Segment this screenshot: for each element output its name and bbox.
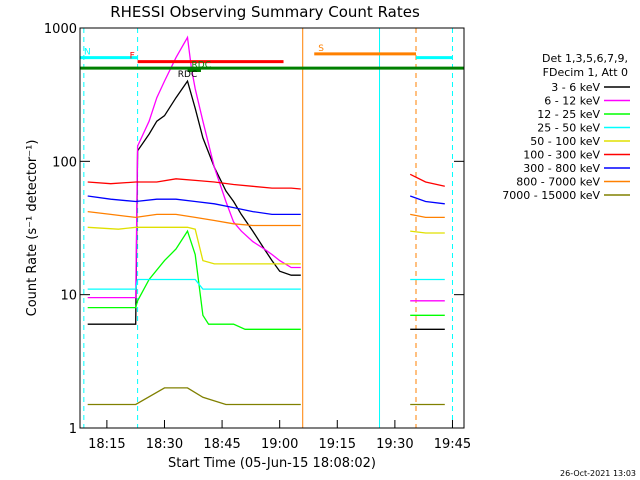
chart-title: RHESSI Observing Summary Count Rates xyxy=(110,3,420,21)
y-axis-label: Count Rate (s⁻¹ detector⁻¹) xyxy=(25,140,40,317)
marker-label-0: RDC xyxy=(178,70,197,80)
series-line-100-300-kev-0 xyxy=(87,178,301,190)
series-line-12-25-kev-0 xyxy=(87,229,301,330)
flag-label-f: F xyxy=(130,52,135,62)
x-tick-label-19-00: 19:00 xyxy=(261,437,298,452)
x-tick-label-18-45: 18:45 xyxy=(203,437,240,452)
legend-header-0: Det 1,3,5,6,7,9, xyxy=(542,52,628,65)
flag-label-s: S xyxy=(318,44,324,54)
legend-label-50-100-kev: 50 - 100 keV xyxy=(530,135,600,148)
series-line-300-800-kev-0 xyxy=(87,195,301,216)
series-line-300-800-kev-1 xyxy=(409,195,445,205)
y-tick-label-1000: 1000 xyxy=(44,22,77,37)
legend-label-7000-15000-kev: 7000 - 15000 keV xyxy=(502,189,600,202)
series-line-800-7000-kev-0 xyxy=(87,210,301,227)
legend-label-300-800-kev: 300 - 800 keV xyxy=(523,162,600,175)
series-line-6-12-kev-0 xyxy=(87,35,301,299)
series-line-3-6-kev-0 xyxy=(87,79,301,325)
legend-label-100-300-kev: 100 - 300 keV xyxy=(523,149,600,162)
legend-label-12-25-kev: 12 - 25 keV xyxy=(537,108,600,121)
series-line-50-100-kev-0 xyxy=(87,226,301,265)
series-line-800-7000-kev-1 xyxy=(410,213,445,219)
legend-label-6-12-kev: 6 - 12 keV xyxy=(544,95,600,108)
x-tick-label-19-15: 19:15 xyxy=(319,437,356,452)
series-line-25-50-kev-0 xyxy=(87,278,301,290)
y-tick-label-1: 1 xyxy=(69,422,77,437)
series-line-50-100-kev-1 xyxy=(410,230,445,234)
series-line-100-300-kev-1 xyxy=(409,173,445,187)
flag-label-n: N xyxy=(84,48,91,58)
axes: 18:15 18:30 18:45 19:00 19:15 19:30 19:45 1 10 10… xyxy=(44,22,471,452)
x-axis-label: Start Time (05-Jun-15 18:08:02) xyxy=(168,456,376,471)
legend-label-25-50-kev: 25 - 50 keV xyxy=(537,122,600,135)
x-tick-label-19-45: 19:45 xyxy=(434,437,471,452)
legend-label-3-6-kev: 3 - 6 keV xyxy=(551,81,600,94)
x-tick-label-18-15: 18:15 xyxy=(88,437,125,452)
x-tick-label-18-30: 18:30 xyxy=(146,437,183,452)
timestamp: 26-Oct-2021 13:03 xyxy=(560,469,636,478)
series-line-7000-15000-kev-0 xyxy=(87,387,301,406)
x-tick-label-19-30: 19:30 xyxy=(376,437,413,452)
plot-frame xyxy=(79,27,465,429)
y-tick-label-10: 10 xyxy=(60,289,77,304)
flag-label-rdc: RDC xyxy=(192,61,211,71)
y-tick-label-100: 100 xyxy=(52,155,77,170)
legend-header-1: FDecim 1, Att 0 xyxy=(543,66,628,79)
legend: Det 1,3,5,6,7,9,FDecim 1, Att 0 3 - 6 keV… xyxy=(502,52,630,202)
legend-label-800-7000-kev: 800 - 7000 keV xyxy=(516,176,600,189)
